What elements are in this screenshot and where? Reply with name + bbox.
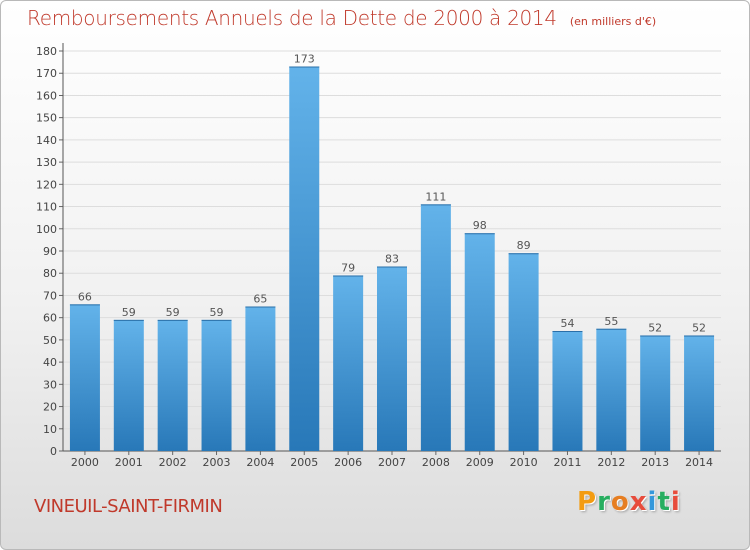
bar-2010: [508, 253, 539, 451]
y-tick-label: 160: [36, 89, 57, 102]
proxiti-logo: Proxiti: [577, 487, 681, 517]
data-label: 111: [425, 190, 446, 203]
y-tick-label: 120: [36, 178, 57, 191]
y-tick-label: 170: [36, 67, 57, 80]
x-tick-label: 2007: [378, 456, 406, 469]
logo-letter: P: [577, 487, 598, 517]
data-label: 98: [473, 219, 487, 232]
x-tick-label: 2000: [71, 456, 99, 469]
data-labels: 66 59 59 59 65 173 79 83 111 98 89 54 55 52 52: [78, 53, 706, 335]
bar-2008: [420, 204, 451, 451]
bar-2001: [113, 319, 144, 451]
x-tick-labels: 2000 2001 2002 2003 2004 2005 2006 2007 2008 2009…: [71, 456, 713, 469]
y-tick-label: 180: [36, 45, 57, 58]
logo-letter: o: [610, 487, 630, 517]
y-tick-label: 100: [36, 223, 57, 236]
data-label: 83: [385, 253, 399, 266]
bars: [69, 66, 715, 452]
y-tick-label: 90: [43, 245, 57, 258]
y-tick-label: 60: [43, 312, 57, 325]
bar-2014: [684, 335, 715, 451]
bar-2002: [157, 319, 188, 451]
y-tick-label: 20: [43, 401, 57, 414]
x-tick-label: 2014: [685, 456, 713, 469]
bar-2004: [245, 306, 276, 451]
y-tick-label: 130: [36, 156, 57, 169]
title-row: Remboursements Annuels de la Dette de 20…: [27, 6, 656, 30]
data-label: 65: [253, 293, 267, 306]
x-tick-label: 2003: [203, 456, 231, 469]
commune-name: VINEUIL-SAINT-FIRMIN: [34, 496, 223, 517]
x-tick-label: 2006: [334, 456, 362, 469]
x-tick-label: 2002: [159, 456, 187, 469]
x-tick-label: 2012: [597, 456, 625, 469]
x-tick-label: 2001: [115, 456, 143, 469]
logo-letter: x: [629, 487, 648, 517]
x-tick-label: 2005: [290, 456, 318, 469]
y-tick-labels: 0 10 20 30 40 50 60 70 80 90 100 110 120 130 140 150 160…: [36, 45, 57, 458]
y-tick-label: 70: [43, 289, 57, 302]
x-tick-label: 2011: [553, 456, 581, 469]
data-label: 59: [210, 306, 224, 319]
x-tick-label: 2008: [422, 456, 450, 469]
y-tick-label: 50: [43, 334, 57, 347]
y-tick-label: 30: [43, 378, 57, 391]
bar-2013: [640, 335, 671, 451]
y-tick-label: 140: [36, 134, 57, 147]
logo-letter: i: [647, 487, 658, 517]
data-label: 89: [517, 239, 531, 252]
y-tick-label: 40: [43, 356, 57, 369]
data-label: 79: [341, 261, 355, 274]
bar-2006: [333, 275, 364, 451]
y-tick-label: 80: [43, 267, 57, 280]
data-label: 59: [166, 306, 180, 319]
y-tick-label: 110: [36, 201, 57, 214]
data-label: 52: [648, 321, 662, 334]
bar-2003: [201, 319, 232, 451]
x-tick-label: 2013: [641, 456, 669, 469]
y-tick-label: 10: [43, 423, 57, 436]
x-tick-label: 2004: [246, 456, 274, 469]
x-tick-label: 2009: [466, 456, 494, 469]
logo-letter: t: [657, 487, 671, 517]
chart-subtitle: (en milliers d'€): [569, 15, 657, 28]
bar-2000: [69, 304, 100, 451]
bar-2005: [289, 66, 320, 452]
logo-letter: r: [597, 487, 611, 517]
data-label: 54: [560, 317, 574, 330]
y-tick-label: 150: [36, 112, 57, 125]
bar-2007: [377, 266, 407, 451]
bar-2012: [596, 328, 627, 451]
chart-title: Remboursements Annuels de la Dette de 20…: [27, 6, 557, 30]
data-label: 173: [294, 53, 315, 66]
logo-letter: i: [670, 487, 681, 517]
data-label: 55: [604, 315, 618, 328]
bar-2011: [552, 331, 583, 451]
y-tick-label: 0: [50, 445, 57, 458]
bar-2009: [464, 233, 495, 451]
x-tick-label: 2010: [510, 456, 538, 469]
data-label: 66: [78, 290, 92, 303]
data-label: 52: [692, 321, 706, 334]
data-label: 59: [122, 306, 136, 319]
